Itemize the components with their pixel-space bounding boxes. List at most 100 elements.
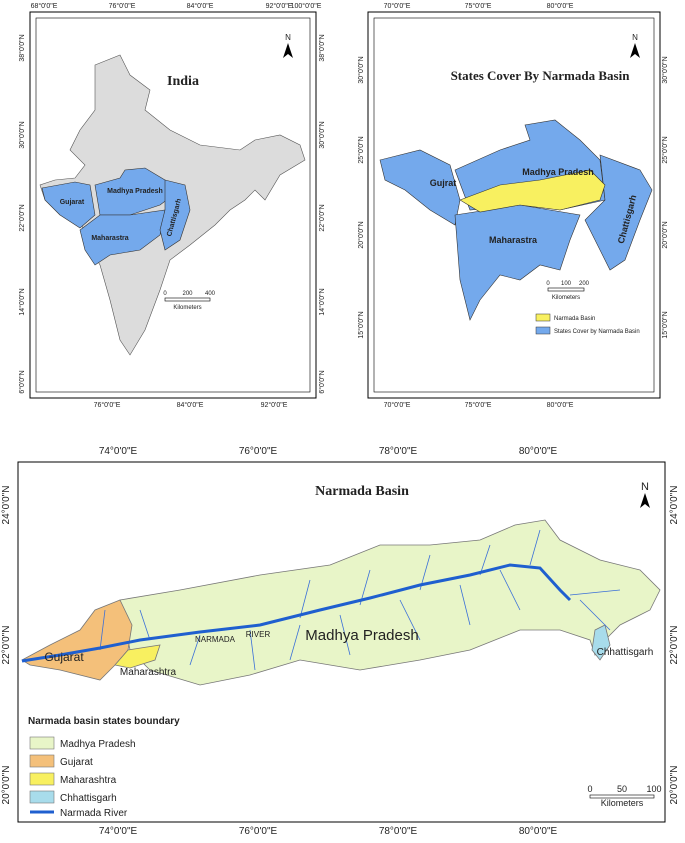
maharashtra-region: [114, 644, 161, 669]
lon-label: 84°0'0"E: [187, 2, 214, 10]
lon-label: 70°0'0"E: [384, 2, 411, 10]
state-label: Maharastra: [91, 235, 128, 242]
lon-label: 75°0'0"E: [465, 401, 492, 409]
lat-label: 38°0'0"N: [318, 34, 326, 61]
lon-label: 75°0'0"E: [465, 2, 492, 10]
river-label: NARMADA: [195, 635, 236, 644]
lon-label: 84°0'0"E: [177, 401, 204, 409]
mp-region: [119, 519, 661, 686]
legend-label: Narmada River: [60, 808, 128, 819]
lon-label: 80°0'0"E: [547, 401, 574, 409]
legend-swatch: [535, 326, 551, 335]
lon-label: 92°0'0"E: [261, 401, 288, 409]
lon-label: 80°0'0"E: [547, 2, 574, 10]
scale-label: 400: [205, 291, 216, 297]
legend-swatch: [29, 736, 55, 750]
basin-shape: [459, 169, 606, 213]
scale-bar: [164, 297, 211, 302]
scale-bar: [589, 794, 655, 799]
lon-label: 74°0'0"E: [99, 826, 138, 837]
lon-label: 70°0'0"E: [384, 401, 411, 409]
lat-label: 15°0'0"N: [357, 311, 365, 338]
state-label: Madhya Pradesh: [305, 627, 418, 644]
narmada-river: [21, 563, 572, 663]
lon-label: 68°0'0"E: [31, 2, 58, 10]
lat-label: 20°0'0"N: [1, 766, 12, 805]
lon-label: 80°0'0"E: [519, 826, 558, 837]
scale-unit: Kilometers: [601, 798, 644, 808]
lon-label: 78°0'0"E: [379, 446, 418, 457]
maharastra-shape: [454, 204, 581, 321]
gujarat-shape: [41, 181, 96, 229]
north-arrow: [283, 43, 293, 58]
lat-label: 24°0'0"N: [669, 486, 680, 525]
chhattisgarh-region: [591, 624, 611, 661]
lon-label: 74°0'0"E: [99, 446, 138, 457]
lat-label: 30°0'0"N: [18, 121, 26, 148]
lat-label: 15°0'0"N: [661, 311, 669, 338]
lat-label: 38°0'0"N: [18, 34, 26, 61]
lon-label: 80°0'0"E: [519, 446, 558, 457]
state-label: Madhya Pradesh: [107, 188, 163, 195]
legend-swatch: [29, 790, 55, 804]
lat-label: 22°0'0"N: [1, 626, 12, 665]
maharastra-shape: [79, 209, 166, 266]
state-label: Maharastra: [489, 235, 538, 245]
lat-label: 30°0'0"N: [318, 121, 326, 148]
north-label: N: [285, 33, 291, 42]
chattisgarh-shape: [584, 154, 653, 271]
scale-label: 0: [546, 281, 550, 287]
panel-title: States Cover By Narmada Basin: [451, 68, 631, 83]
lat-label: 6°0'0"N: [18, 370, 26, 393]
lat-label: 25°0'0"N: [357, 136, 365, 163]
north-label: N: [641, 481, 649, 493]
legend-label: States Cover by Narmada Basin: [554, 329, 640, 335]
legend-swatches: [29, 736, 55, 814]
chattisgarh-shape: [159, 179, 191, 251]
legend-label: Gujarat: [60, 757, 93, 768]
scale-label: 0: [163, 291, 167, 297]
lat-label: 24°0'0"N: [1, 486, 12, 525]
legend-swatch: [535, 313, 551, 322]
scale-label: 100: [561, 281, 572, 287]
lat-label: 14°0'0"N: [18, 288, 26, 315]
lat-label: 25°0'0"N: [661, 136, 669, 163]
state-label: Gujrat: [430, 178, 457, 188]
legend-swatch: [29, 754, 55, 768]
north-arrow: [640, 493, 650, 508]
lon-label: 78°0'0"E: [379, 826, 418, 837]
panel-title: Narmada Basin: [315, 484, 409, 499]
scale-unit: Kilometers: [173, 305, 201, 311]
legend-label: Maharashtra: [60, 775, 117, 786]
north-label: N: [632, 33, 638, 42]
lat-label: 22°0'0"N: [18, 204, 26, 231]
scale-label: 0: [587, 784, 592, 794]
states: [41, 167, 191, 266]
lat-label: 14°0'0"N: [318, 288, 326, 315]
legend-swatch: [29, 772, 55, 786]
lat-label: 6°0'0"N: [318, 370, 326, 393]
legend-label: Madhya Pradesh: [60, 739, 136, 750]
frame: [373, 17, 655, 393]
scale-label: 200: [579, 281, 590, 287]
lon-label: 92°0'0"E: [266, 2, 293, 10]
gujarat-region: [21, 599, 133, 681]
lat-label: 30°0'0"N: [661, 56, 669, 83]
state-label: Gujarat: [60, 199, 85, 206]
lon-label: 76°0'0"E: [94, 401, 121, 409]
legend-label: Chhattisgarh: [60, 793, 117, 804]
scale-label: 100: [646, 784, 661, 794]
lat-label: 22°0'0"N: [318, 204, 326, 231]
scale-label: 200: [182, 291, 193, 297]
river-label: RIVER: [246, 630, 271, 639]
lat-label: 22°0'0"N: [669, 626, 680, 665]
lat-label: 20°0'0"N: [357, 221, 365, 248]
lat-label: 30°0'0"N: [357, 56, 365, 83]
frame: [35, 17, 311, 393]
legend-title: Narmada basin states boundary: [28, 716, 180, 727]
tributaries: [99, 529, 621, 671]
panel-title: India: [167, 74, 199, 89]
state-label: Chhattisgarh: [597, 647, 654, 658]
lat-label: 20°0'0"N: [661, 221, 669, 248]
